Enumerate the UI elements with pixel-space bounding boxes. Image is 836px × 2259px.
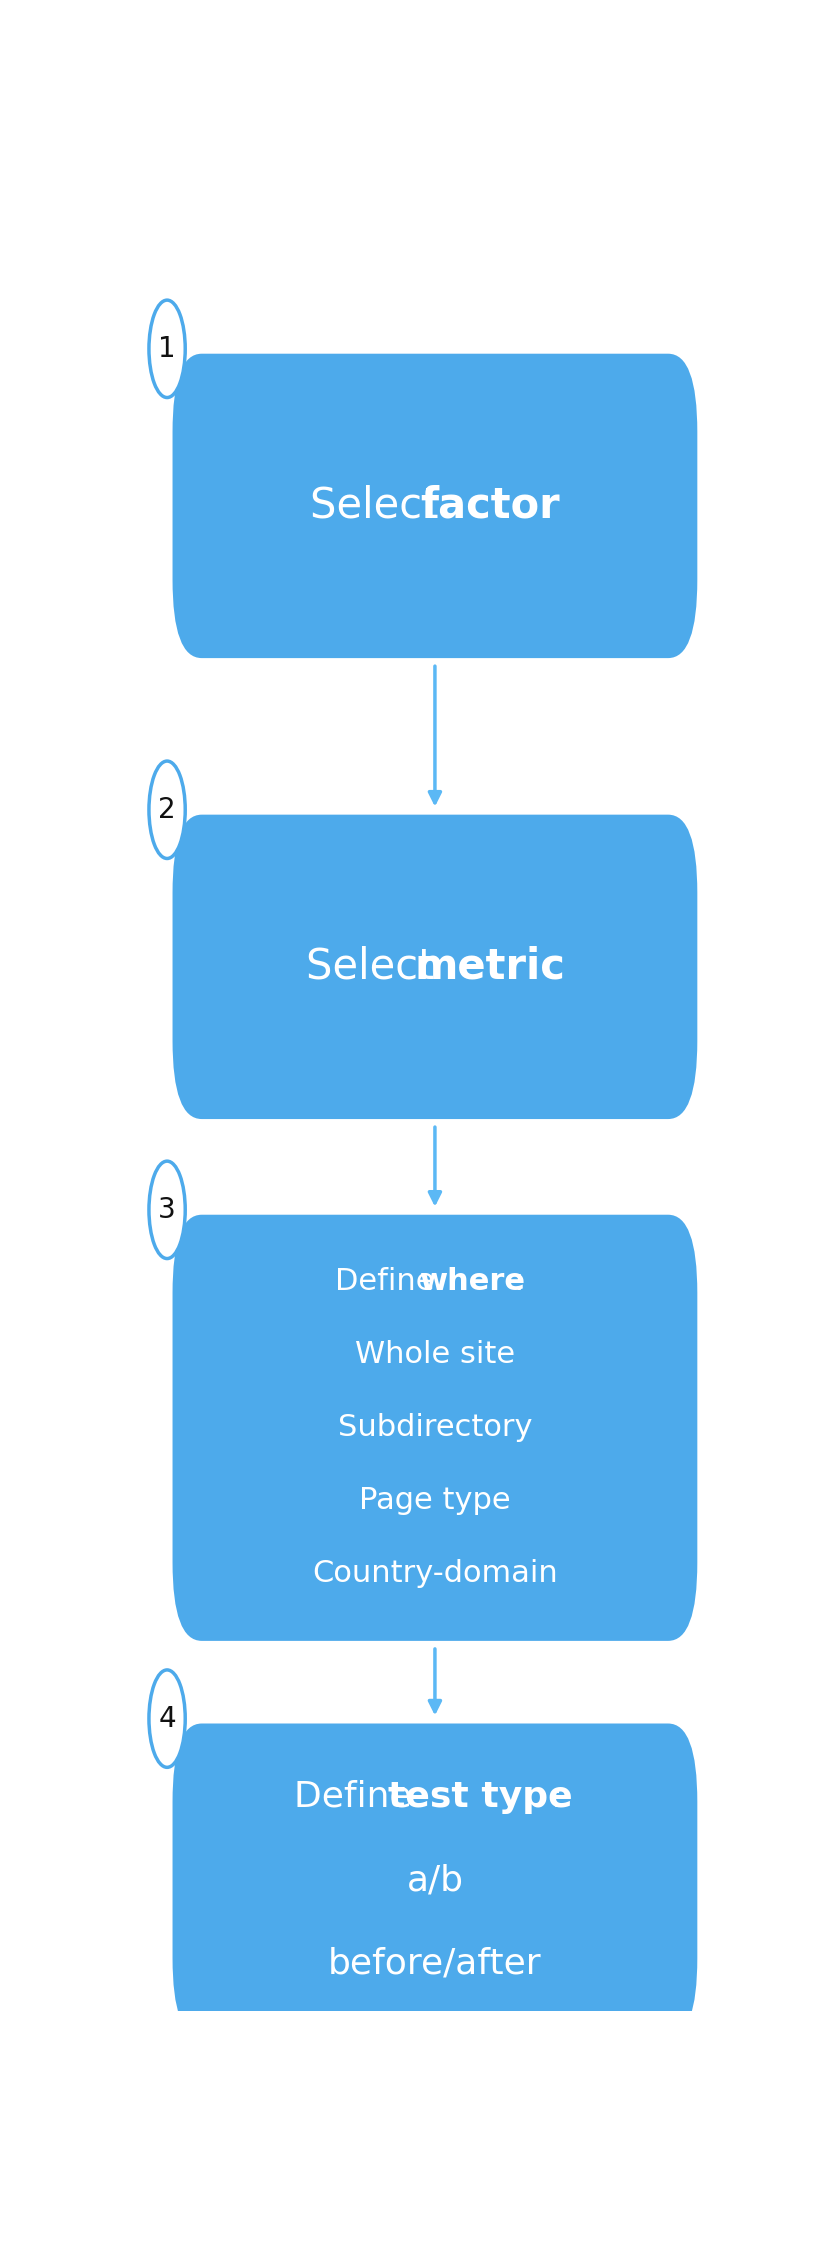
Text: a/b: a/b	[406, 1864, 463, 1898]
Text: where: where	[421, 1267, 527, 1297]
Text: before/after: before/after	[328, 1947, 542, 1981]
Text: :: :	[550, 1780, 563, 1814]
FancyBboxPatch shape	[172, 1724, 697, 2038]
Text: Subdirectory: Subdirectory	[338, 1414, 533, 1441]
Text: test type: test type	[388, 1780, 573, 1814]
FancyBboxPatch shape	[172, 355, 697, 657]
Text: 4: 4	[158, 1706, 176, 1733]
FancyBboxPatch shape	[172, 1215, 697, 1640]
Circle shape	[149, 1161, 186, 1258]
Text: 1: 1	[158, 334, 176, 364]
Text: Page type: Page type	[359, 1486, 511, 1516]
Text: 3: 3	[158, 1195, 176, 1224]
Circle shape	[149, 1669, 186, 1767]
Text: factor: factor	[420, 486, 559, 526]
Text: Define: Define	[294, 1780, 423, 1814]
FancyBboxPatch shape	[172, 815, 697, 1118]
Circle shape	[149, 300, 186, 398]
Circle shape	[149, 761, 186, 858]
Text: 2: 2	[158, 795, 176, 825]
Text: Whole site: Whole site	[354, 1340, 515, 1369]
Text: Define: Define	[335, 1267, 445, 1297]
Text: :: :	[513, 1267, 523, 1297]
Text: Country-domain: Country-domain	[312, 1559, 558, 1588]
Text: Select: Select	[306, 947, 447, 987]
Text: Select: Select	[310, 486, 451, 526]
Text: metric: metric	[415, 947, 565, 987]
